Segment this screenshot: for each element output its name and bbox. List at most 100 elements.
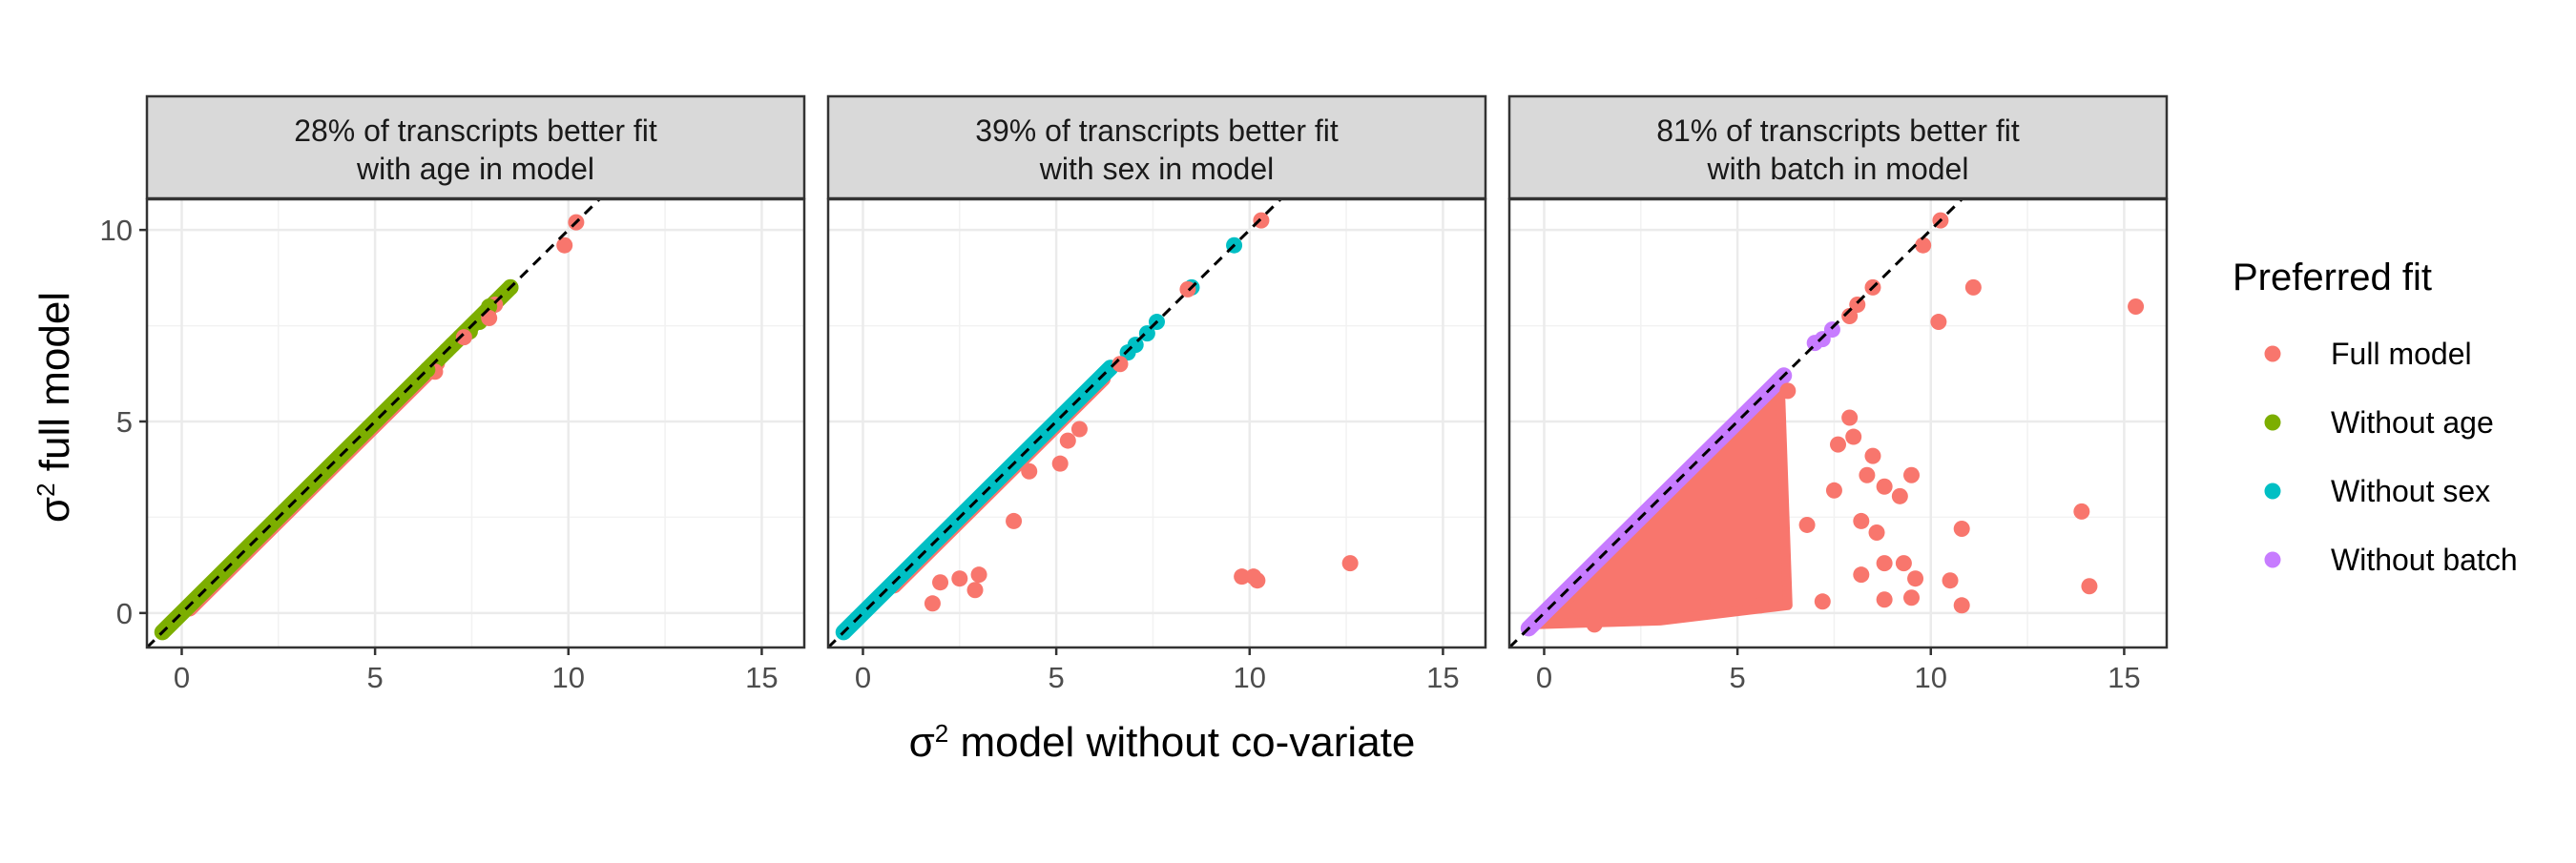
- data-point-full-model: [1876, 591, 1893, 608]
- data-point-full-model: [1825, 482, 1842, 499]
- data-point-full-model: [1586, 616, 1603, 633]
- data-point-full-model: [1859, 466, 1876, 483]
- data-point-full-model: [1070, 421, 1088, 438]
- y-tick-label: 10: [100, 214, 133, 247]
- data-point-full-model: [1876, 555, 1893, 572]
- panel-border: [826, 197, 1487, 649]
- data-point-full-model: [1111, 356, 1129, 373]
- x-tick-label: 10: [552, 661, 585, 694]
- data-point-full-model: [951, 570, 968, 587]
- legend-label-without-age: Without age: [2331, 405, 2494, 440]
- legend: Preferred fit Full model Without age Witho…: [2233, 257, 2518, 577]
- data-point-full-model: [1930, 314, 1947, 331]
- facet-strip-label-line2: with sex in model: [1039, 152, 1274, 186]
- data-point-full-model: [1059, 432, 1076, 449]
- y-axis-title: σ2 full model: [31, 292, 78, 523]
- identity-reference-line: [1509, 199, 1963, 647]
- facet-strip-label-line2: with age in model: [356, 152, 594, 186]
- legend-key-without-batch: [2264, 551, 2281, 568]
- x-tick-label: 5: [1729, 661, 1745, 694]
- panel-border: [1507, 197, 2169, 649]
- x-tick-label: 15: [1426, 661, 1459, 694]
- data-point-full-model: [1953, 520, 1970, 537]
- data-point-full-model: [1779, 382, 1797, 400]
- x-tick-label: 5: [366, 661, 383, 694]
- identity-reference-line: [828, 199, 1282, 647]
- x-tick-label: 10: [1234, 661, 1266, 694]
- data-point-full-model: [1953, 597, 1970, 614]
- facet-strip-label-line1: 81% of transcripts better fit: [1656, 113, 2020, 148]
- data-point-full-model: [2081, 578, 2098, 595]
- legend-label-without-batch: Without batch: [2331, 543, 2518, 577]
- data-point-full-model: [2073, 503, 2090, 520]
- facet-strip: [145, 94, 806, 200]
- x-tick-label: 0: [1536, 661, 1552, 694]
- legend-key-without-age: [2264, 414, 2281, 431]
- data-point-full-model: [1891, 487, 1908, 504]
- data-point-full-model: [924, 595, 941, 612]
- data-point-full-model: [1876, 478, 1893, 495]
- data-point-full-model: [1907, 570, 1924, 587]
- data-point-full-model: [1845, 428, 1862, 445]
- y-tick-label: 0: [116, 597, 133, 630]
- data-point-full-model: [1663, 597, 1680, 614]
- data-point-full-model: [1798, 516, 1816, 533]
- x-axis-title: σ2 model without co-variate: [909, 719, 1416, 766]
- data-point-full-model: [1234, 568, 1251, 586]
- data-point-full-model: [1814, 593, 1831, 610]
- plot-background: [147, 199, 804, 647]
- x-tick-label: 15: [745, 661, 778, 694]
- panels-layer: 28% of transcripts better fit with age in…: [100, 94, 2169, 694]
- legend-key-full-model: [2264, 345, 2281, 362]
- data-point-full-model: [1021, 462, 1038, 480]
- panel-data-layer: [828, 199, 1359, 647]
- data-point-full-model: [970, 566, 987, 584]
- facet-strip-label-line1: 28% of transcripts better fit: [294, 113, 657, 148]
- data-point-full-model: [556, 236, 573, 254]
- data-point-full-model: [1570, 599, 1588, 616]
- data-point-full-model: [455, 329, 472, 346]
- gridlines: [147, 199, 804, 647]
- data-point-full-model: [1895, 555, 1912, 572]
- legend-label-full-model: Full model: [2331, 337, 2472, 371]
- facet-strip-label-line1: 39% of transcripts better fit: [975, 113, 1339, 148]
- data-point-full-model: [2128, 298, 2145, 315]
- data-point-full-model: [1868, 524, 1885, 541]
- data-point-full-model: [1853, 566, 1870, 584]
- x-tick-label: 0: [174, 661, 190, 694]
- data-point-full-model: [1903, 466, 1921, 483]
- data-point-full-model: [932, 574, 949, 591]
- data-point-full-model: [1710, 595, 1727, 612]
- y-tick-label: 5: [116, 405, 133, 439]
- x-tick-label: 15: [2108, 661, 2140, 694]
- data-point-full-model: [1841, 308, 1859, 325]
- facet-strip: [1507, 94, 2169, 200]
- x-tick-label: 0: [855, 661, 871, 694]
- data-point-full-model: [1903, 589, 1921, 606]
- data-point-full-model: [1830, 436, 1846, 453]
- data-point-full-model: [1864, 447, 1881, 464]
- data-point-full-model: [1915, 236, 1932, 254]
- x-tick-label: 5: [1048, 661, 1064, 694]
- data-point-full-model: [1964, 278, 1982, 296]
- data-point-full-model: [1853, 512, 1870, 529]
- legend-title: Preferred fit: [2233, 257, 2432, 298]
- data-point-full-model: [966, 582, 984, 599]
- data-point-full-model: [1051, 455, 1069, 472]
- legend-label-without-sex: Without sex: [2331, 474, 2490, 508]
- x-axis-title-superscript: 2: [935, 719, 948, 748]
- data-point-full-model: [1752, 597, 1769, 614]
- panel-data-layer: [147, 199, 601, 647]
- x-tick-label: 10: [1915, 661, 1947, 694]
- legend-key-without-sex: [2264, 483, 2281, 500]
- panel-data-layer: [1509, 199, 2145, 647]
- data-point-full-model: [1341, 555, 1359, 572]
- y-axis-title-superscript: 2: [31, 483, 60, 496]
- data-point-full-model: [1006, 512, 1023, 529]
- identity-reference-line: [147, 199, 601, 647]
- legend-entries: Full model Without age Without sex Without …: [2264, 337, 2518, 577]
- facet-strip-label-line2: with batch in model: [1707, 152, 1969, 186]
- facet-panel-2: 39% of transcripts better fit with sex in…: [826, 94, 1487, 694]
